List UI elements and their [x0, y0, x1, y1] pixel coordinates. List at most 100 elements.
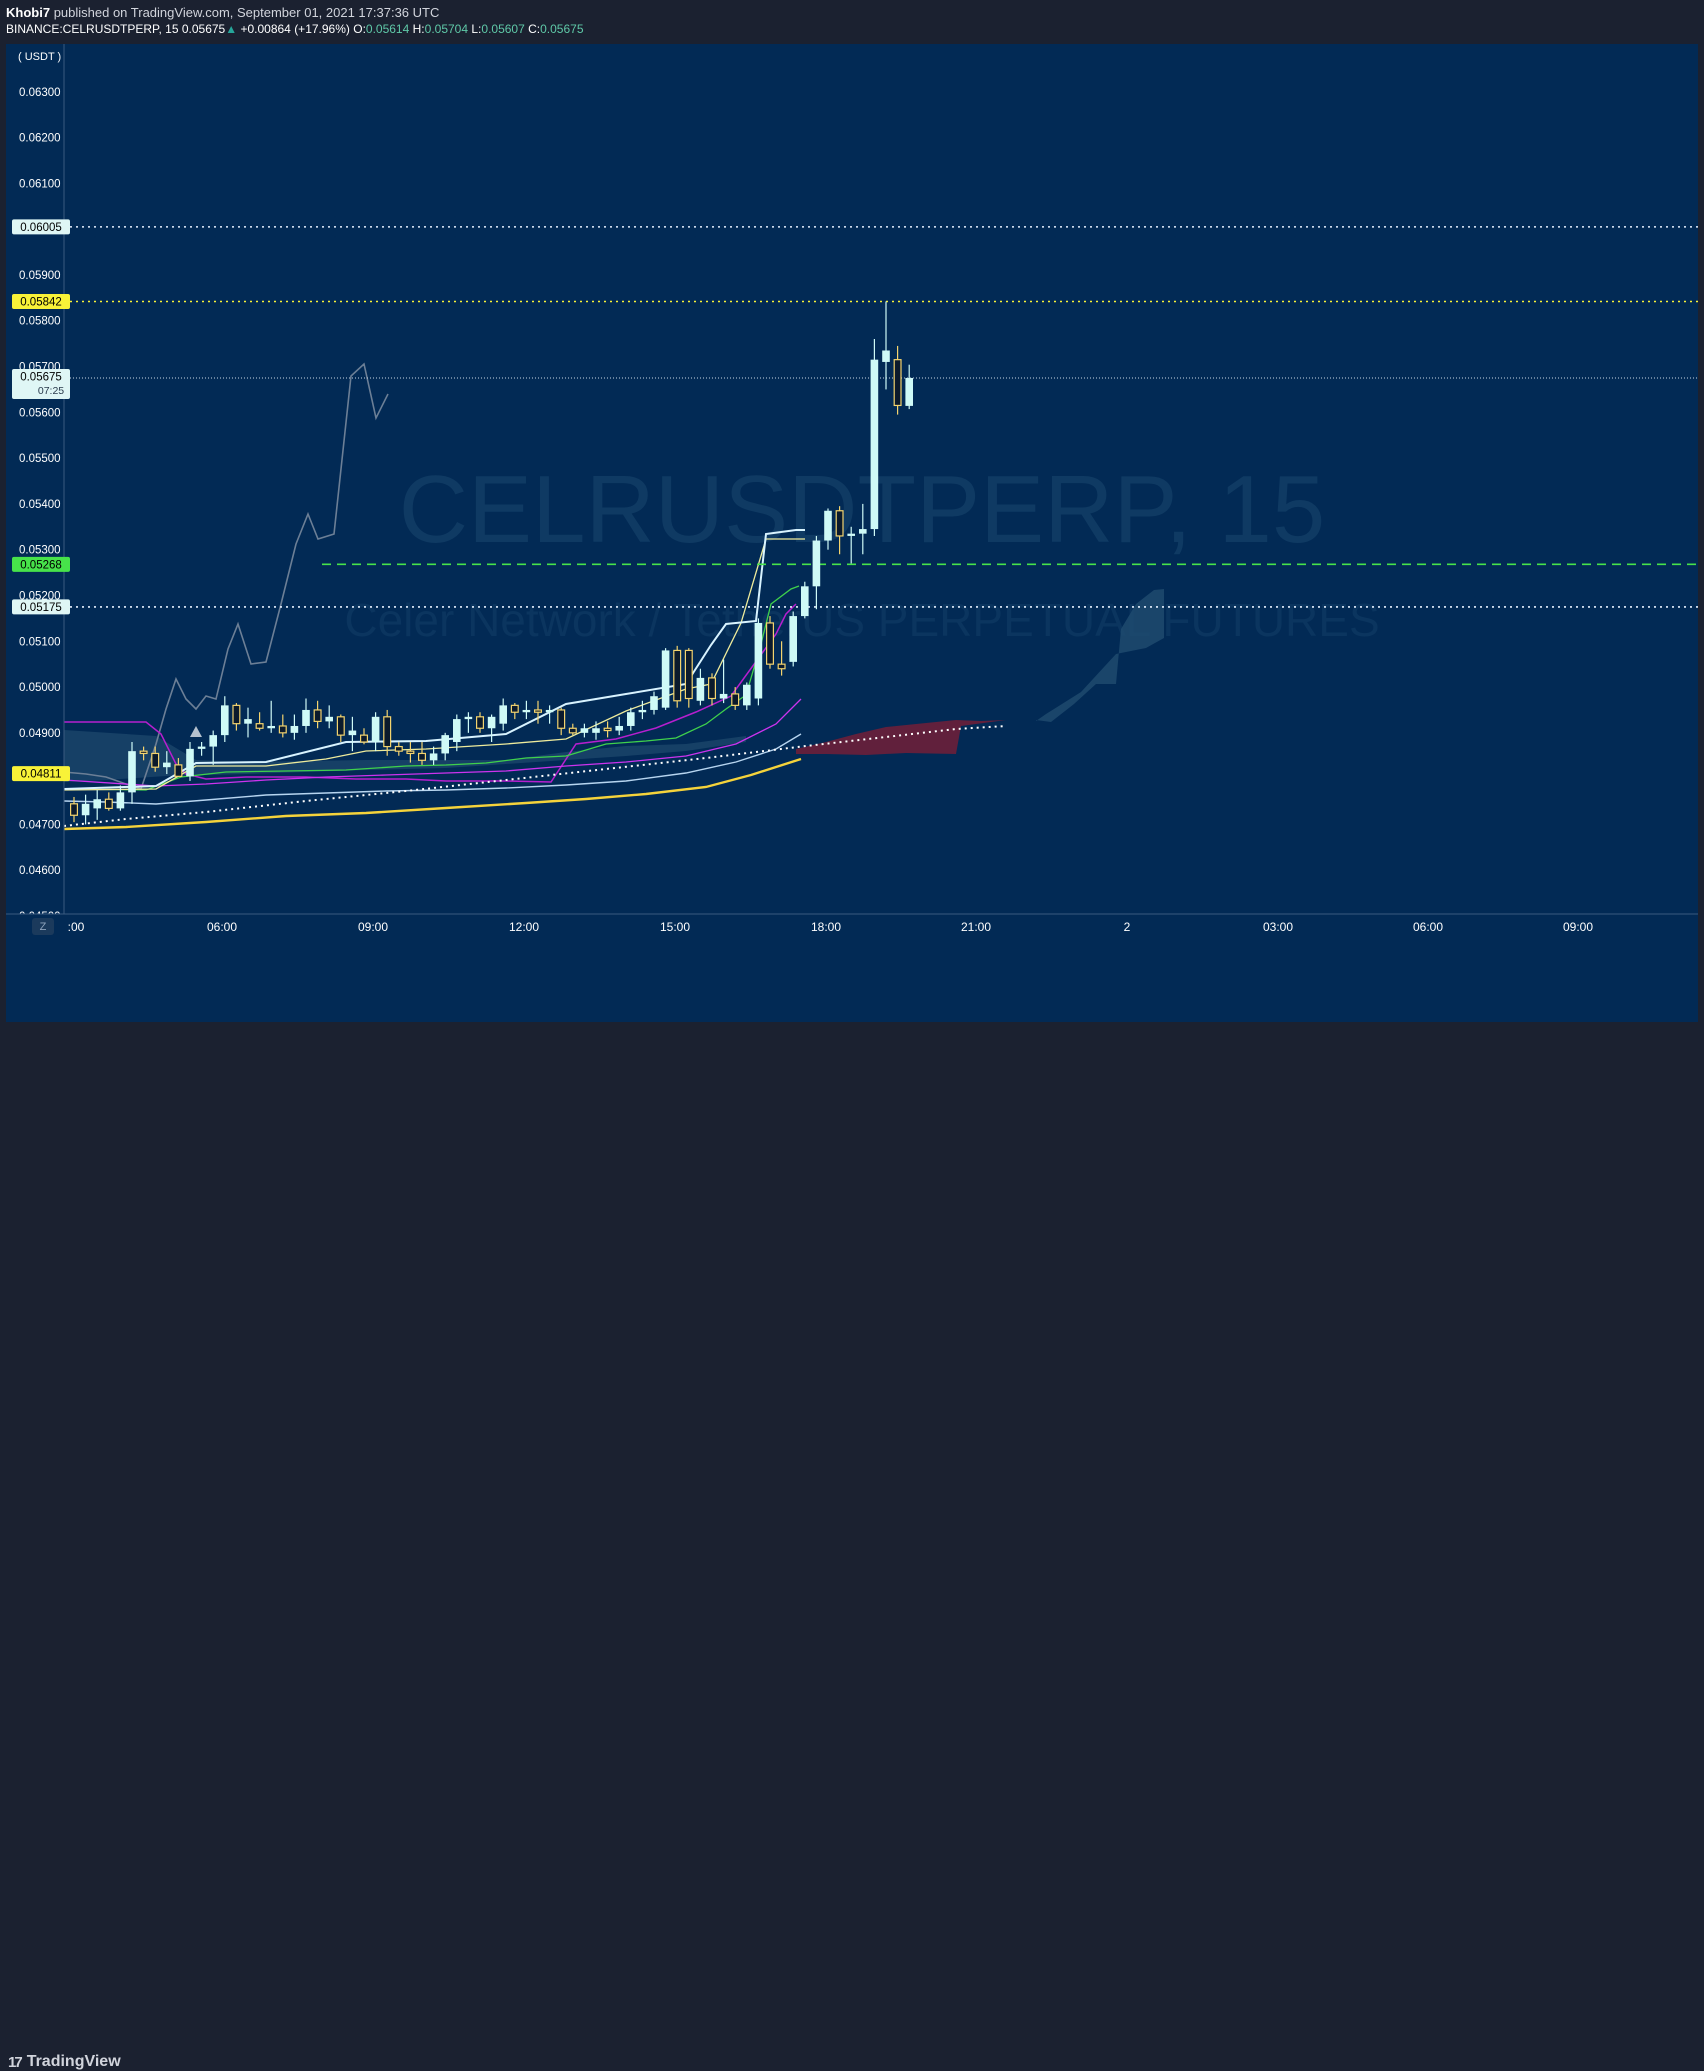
candle-body	[406, 750, 415, 755]
candle-body	[418, 752, 427, 761]
ichimoku-cloud	[1036, 589, 1164, 722]
low-value: 0.05607	[481, 22, 525, 36]
price-label-box	[12, 599, 70, 615]
candle-body	[336, 716, 345, 736]
price-tick-label: 0.05500	[19, 453, 61, 465]
candle-body	[545, 709, 554, 713]
price-label-value: 0.05175	[20, 602, 62, 614]
candle-body	[104, 798, 113, 809]
price-label-countdown: 07:25	[38, 385, 64, 397]
chart-header: Khobi7 published on TradingView.com, Sep…	[0, 0, 1704, 42]
currency-label: ( USDT )	[18, 51, 61, 63]
time-tick-label: :00	[68, 920, 85, 934]
price-axis[interactable]: ( USDT ) 0.06300 0.06200 0.06100 0.05900 0.05…	[6, 44, 65, 923]
close-value: 0.05675	[540, 22, 584, 36]
candle-body	[673, 649, 682, 702]
price-labels: 0.06005 0.05842 0.05675 07:25 0.05268 0.05175…	[12, 219, 70, 782]
price-label-value: 0.05842	[20, 297, 62, 309]
price-tick-label: 0.05400	[19, 499, 61, 511]
candle-body	[731, 693, 740, 706]
candle-body	[824, 510, 832, 541]
candle-body	[313, 709, 322, 722]
candle-body	[707, 677, 716, 700]
candle-body	[464, 716, 473, 720]
price-tick-label: 0.06200	[19, 133, 61, 145]
up-arrow-icon: ▲	[225, 22, 238, 36]
price-chart[interactable]: CELRUSDTPERP, 15 Celer Network / TetherU…	[6, 44, 1698, 1022]
candle-body	[348, 730, 357, 736]
watermark-title: CELRUSDTPERP, 15	[399, 456, 1326, 563]
price-label-box	[12, 219, 70, 235]
time-tick-label: 18:00	[811, 920, 841, 934]
candle-body	[568, 727, 577, 734]
time-tick-label: 03:00	[1263, 920, 1293, 934]
price-change: +0.00864 (+17.96%)	[240, 22, 350, 36]
candle-body	[487, 716, 496, 729]
candle-body	[835, 510, 844, 537]
tradingview-logo-text: TradingView	[26, 2053, 121, 2070]
price-tick-label: 0.06300	[19, 87, 61, 99]
candle-body	[244, 719, 252, 724]
time-axis[interactable]: :00 06:00 09:00 12:00 15:00 18:00 21:00 2 03:00 0…	[6, 913, 1698, 1022]
candle-body	[499, 705, 507, 724]
candle-body	[893, 359, 902, 407]
candle-body	[255, 723, 264, 729]
time-tick-label: 09:00	[358, 920, 388, 934]
candle-body	[661, 650, 670, 708]
open-label: O:	[353, 22, 366, 36]
candle-body	[69, 803, 78, 816]
candle-body	[93, 799, 101, 809]
watermark-subtitle: Celer Network / TetherUS PERPETUAL FUTUR…	[344, 594, 1379, 646]
candle-body	[870, 359, 879, 530]
symbol-name[interactable]: BINANCE:CELRUSDTPERP, 15	[6, 22, 179, 36]
price-tick-label: 0.04700	[19, 819, 61, 831]
candle-body	[743, 684, 751, 706]
time-tick-label: 2	[1124, 920, 1131, 934]
price-tick-label: 0.05600	[19, 407, 61, 419]
candle-body	[128, 751, 136, 793]
candle-body	[754, 622, 763, 699]
candle-body	[615, 725, 623, 731]
candle-body	[441, 735, 449, 754]
high-label: H:	[412, 22, 425, 36]
chart-area[interactable]: CELRUSDTPERP, 15 Celer Network / TetherU…	[6, 44, 1698, 1022]
candle-body	[533, 709, 542, 713]
price-label-box	[12, 556, 70, 572]
indicator-layer	[63, 362, 1164, 831]
candle-body	[453, 719, 461, 742]
price-label-value: 0.04811	[21, 769, 62, 781]
candle-body	[882, 350, 890, 362]
candle-body	[650, 696, 658, 710]
time-tick-label: 06:00	[207, 920, 237, 934]
cream-band-line	[63, 538, 805, 791]
candle-body	[522, 709, 531, 713]
white-band-line	[63, 529, 805, 790]
candle-body	[429, 753, 438, 761]
buy-signal-triangle-icon	[190, 726, 202, 737]
candle-body	[163, 762, 171, 768]
candle-body	[174, 764, 183, 777]
horizontal-levels	[64, 226, 1698, 608]
candle-body	[557, 709, 566, 729]
tradingview-logo-icon: 17	[8, 2053, 23, 2071]
last-price: 0.05675	[181, 22, 226, 36]
price-tick-label: 0.04600	[19, 865, 61, 877]
candle-body	[510, 704, 519, 713]
author-name[interactable]: Khobi7	[6, 5, 51, 20]
candle-body	[859, 529, 867, 534]
yellow-ma-line	[63, 757, 802, 831]
ichimoku-cloud-past	[64, 730, 746, 782]
candle-body	[638, 709, 647, 713]
low-label: L:	[471, 22, 482, 36]
time-tick-label: 21:00	[961, 920, 991, 934]
candle-body	[186, 748, 194, 777]
candle-body	[302, 709, 310, 726]
time-tick-label: 09:00	[1563, 920, 1593, 934]
open-value: 0.05614	[365, 22, 410, 36]
tradingview-logo[interactable]: 17 TradingView	[8, 2053, 121, 2071]
candle-body	[209, 735, 217, 747]
candle-body	[905, 377, 913, 406]
candle-body	[267, 725, 275, 729]
candle-body	[789, 616, 797, 662]
price-label-value: 0.05268	[20, 559, 62, 571]
